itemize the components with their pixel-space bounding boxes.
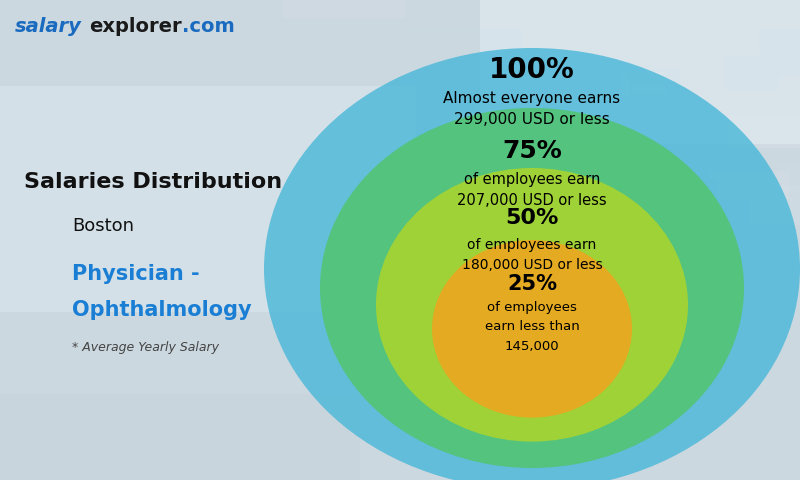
Bar (725, 56, 778, 88)
Bar (318, 129, 396, 155)
Text: Almost everyone earns: Almost everyone earns (443, 91, 621, 106)
Text: of employees: of employees (487, 300, 577, 314)
Bar (770, 112, 800, 154)
Bar (630, 70, 678, 95)
Polygon shape (480, 0, 800, 144)
Bar (760, 31, 800, 74)
Text: Boston: Boston (72, 216, 134, 235)
Bar (676, 180, 716, 229)
Text: 145,000: 145,000 (505, 340, 559, 353)
Bar (334, 28, 430, 58)
Text: 100%: 100% (489, 56, 575, 84)
Bar (452, 104, 551, 143)
Ellipse shape (376, 168, 688, 442)
Bar (394, 77, 472, 111)
Text: .com: .com (182, 17, 235, 36)
Bar (346, 190, 398, 223)
Bar (728, 115, 800, 147)
Bar (586, 8, 638, 42)
Bar (663, 193, 706, 236)
Bar (405, 30, 520, 51)
Text: salary: salary (14, 17, 82, 36)
Bar (480, 131, 614, 184)
Text: 25%: 25% (507, 274, 557, 294)
Polygon shape (0, 86, 416, 394)
Bar (578, 63, 698, 113)
Bar (417, 6, 498, 33)
Polygon shape (0, 312, 360, 480)
Bar (719, 168, 800, 202)
Text: 75%: 75% (502, 139, 562, 163)
Text: of employees earn: of employees earn (467, 238, 597, 252)
Bar (495, 0, 587, 6)
Bar (282, 0, 404, 17)
Text: of employees earn: of employees earn (464, 171, 600, 187)
Text: Salaries Distribution: Salaries Distribution (24, 172, 282, 192)
Bar (600, 83, 694, 102)
Text: Ophthalmology: Ophthalmology (72, 300, 252, 320)
Ellipse shape (264, 48, 800, 480)
Bar (325, 142, 448, 183)
Ellipse shape (320, 108, 744, 468)
Bar (709, 170, 789, 198)
Bar (577, 14, 634, 52)
Ellipse shape (432, 240, 632, 418)
Text: 50%: 50% (506, 208, 558, 228)
Text: explorer: explorer (90, 17, 182, 36)
Text: 180,000 USD or less: 180,000 USD or less (462, 258, 602, 272)
Bar (777, 165, 800, 190)
Bar (536, 110, 604, 167)
Text: 299,000 USD or less: 299,000 USD or less (454, 112, 610, 128)
Bar (646, 44, 742, 95)
Bar (622, 72, 664, 95)
Bar (533, 136, 647, 180)
Text: earn less than: earn less than (485, 320, 579, 333)
Text: * Average Yearly Salary: * Average Yearly Salary (72, 341, 219, 355)
Text: 207,000 USD or less: 207,000 USD or less (457, 193, 607, 208)
Text: Physician -: Physician - (72, 264, 200, 284)
Bar (750, 186, 800, 224)
